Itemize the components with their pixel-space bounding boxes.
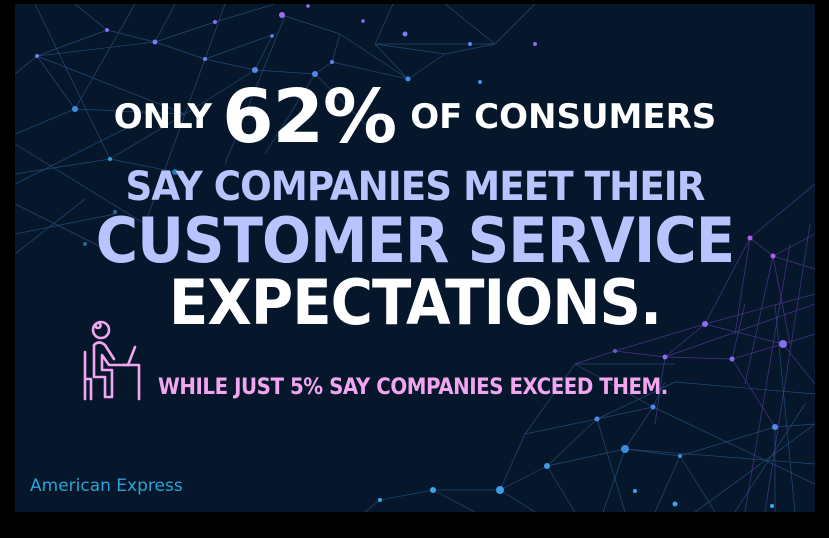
headline-line-2: SAY COMPANIES MEET THEIR [125, 164, 706, 210]
headline-line-3: CUSTOMER SERVICE [95, 204, 735, 277]
network-background [15, 4, 815, 512]
network-nodes [35, 4, 787, 508]
infographic-card: ONLY 62% OF CONSUMERS SAY COMPANIES MEET T… [15, 4, 815, 512]
subline-text: WHILE JUST 5% SAY COMPANIES EXCEED THEM. [158, 375, 668, 400]
headline-suffix: OF CONSUMERS [410, 97, 717, 137]
headline-stat: 62% [222, 74, 397, 160]
headline-prefix: ONLY [113, 97, 213, 137]
headline-line-1: ONLY 62% OF CONSUMERS [15, 74, 815, 160]
headline-line-4: EXPECTATIONS. [168, 266, 662, 339]
source-attribution: American Express [30, 476, 183, 496]
person-at-desk-icon [83, 320, 141, 401]
